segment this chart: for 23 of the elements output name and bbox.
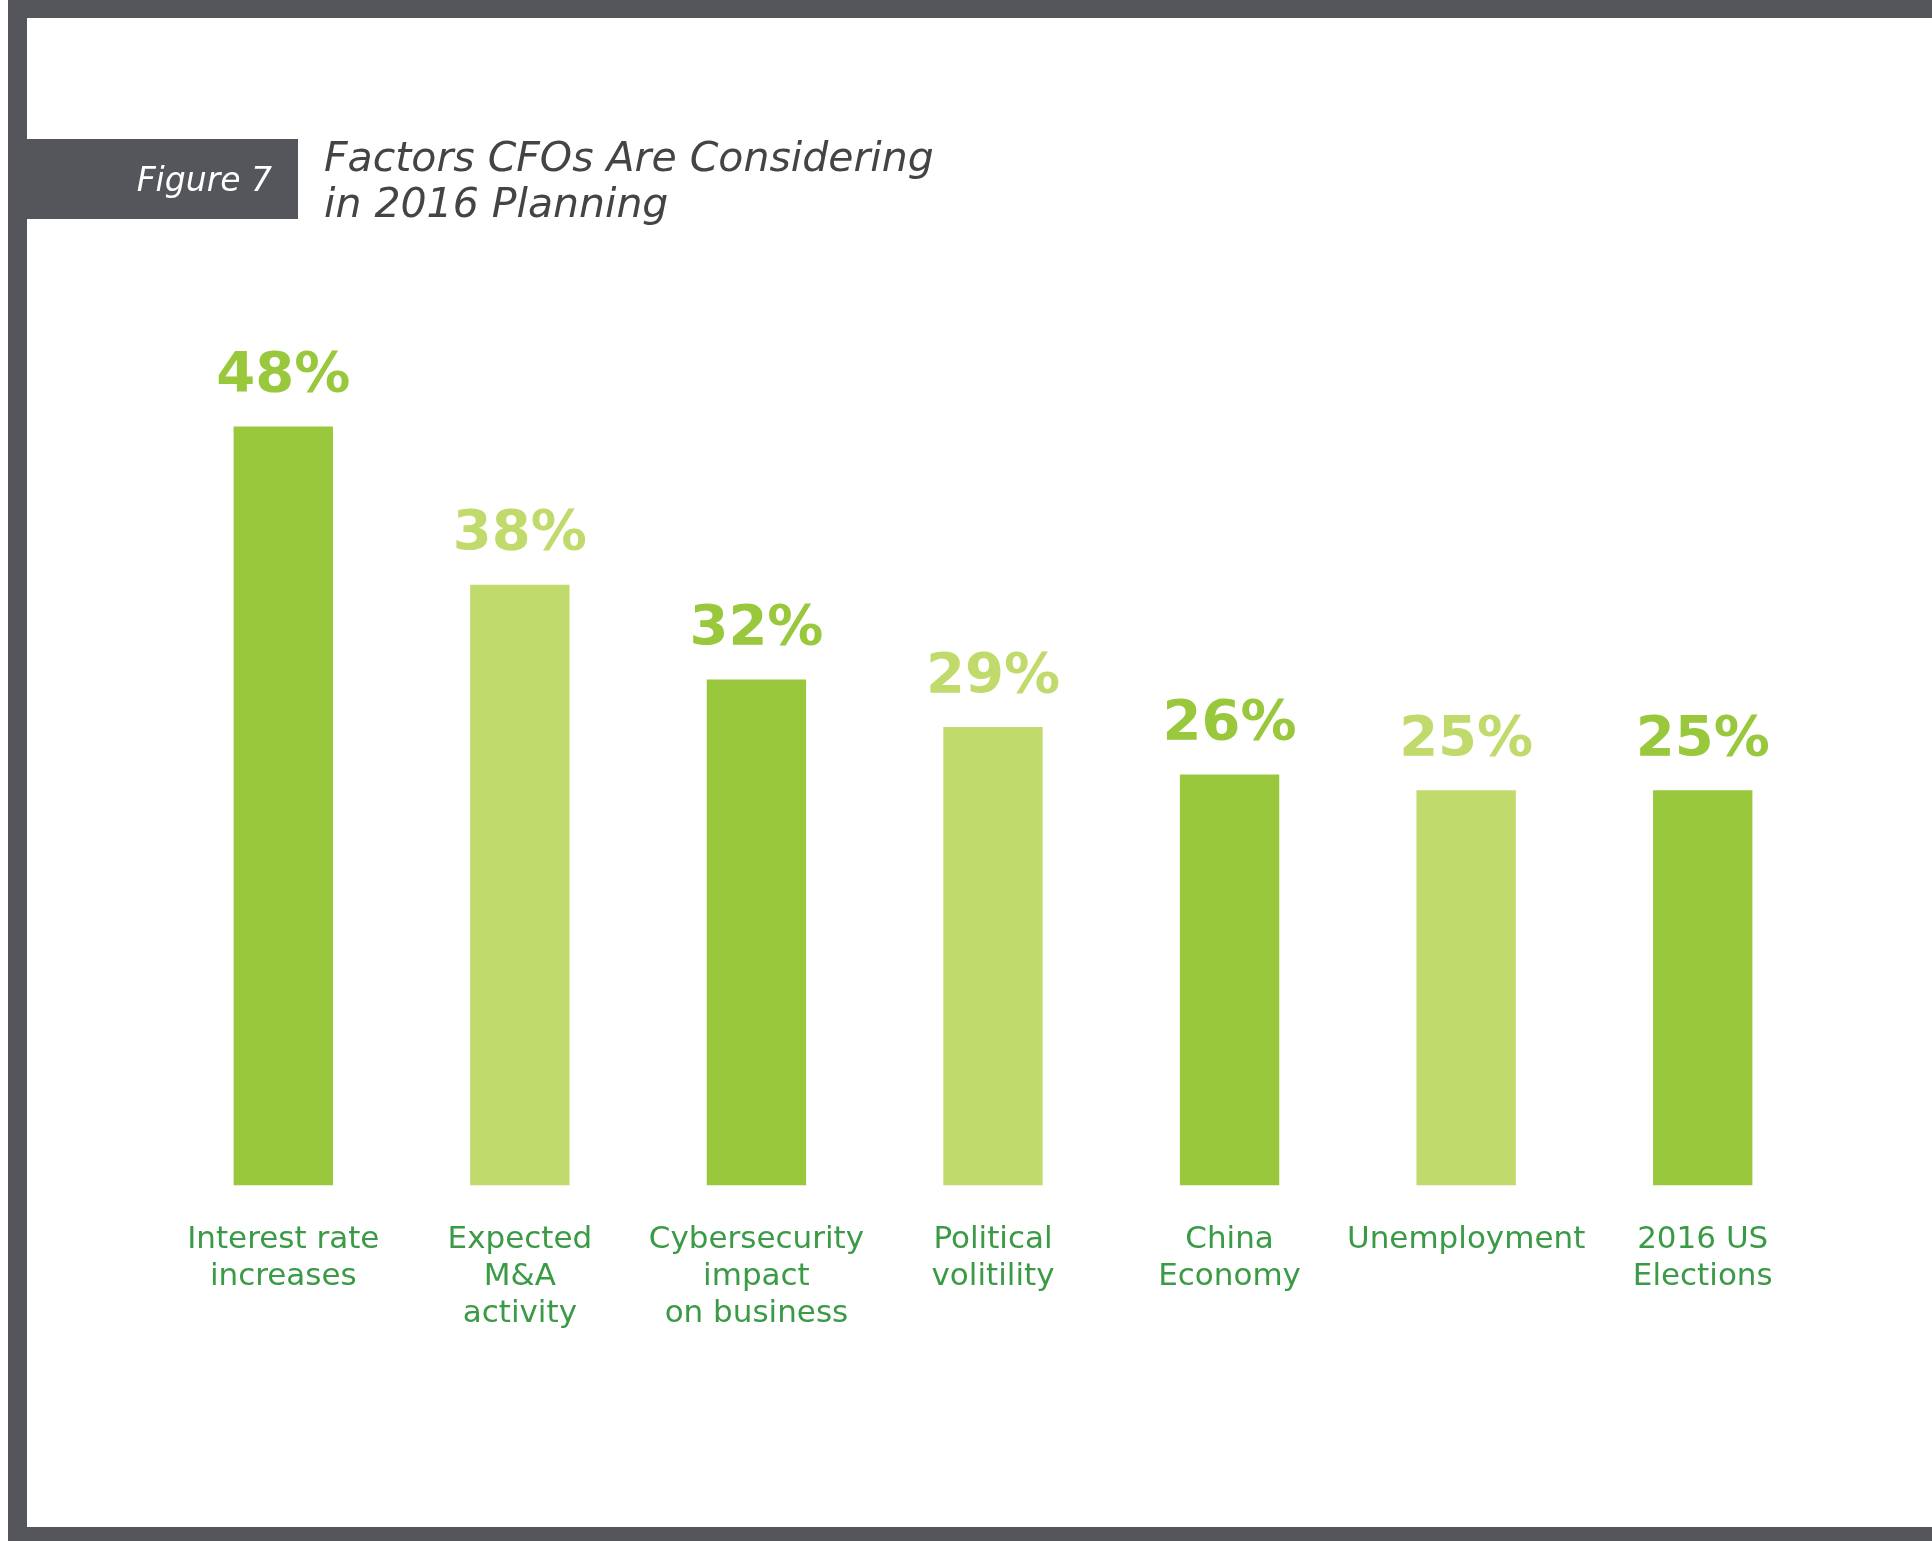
bar	[233, 426, 333, 1186]
x-tick-label: 2016 US Elections	[1632, 1219, 1773, 1293]
data-label: 38%	[452, 497, 587, 563]
data-label: 48%	[216, 339, 351, 405]
data-label: 25%	[1399, 702, 1534, 768]
x-tick-label: China Economy	[1158, 1219, 1301, 1293]
x-tick-label: Interest rate increases	[187, 1219, 380, 1293]
data-label: 25%	[1635, 702, 1770, 768]
x-tick-label: Expected M&A activity	[447, 1219, 593, 1330]
caption: Figure 7	[27, 139, 298, 219]
bar	[1179, 774, 1280, 1186]
data-label: 32%	[689, 592, 824, 658]
bar	[706, 679, 807, 1186]
bar	[1653, 790, 1753, 1186]
data-label: 26%	[1162, 686, 1297, 752]
x-tick-label: Unemployment	[1346, 1219, 1586, 1256]
data-label: 29%	[925, 639, 1061, 705]
bar	[943, 726, 1043, 1186]
bar	[1416, 790, 1516, 1186]
chart-title: Factors CFOs Are Considering in 2016 Planning	[324, 133, 935, 227]
x-tick-label: Political volitility	[931, 1219, 1055, 1293]
x-tick-label: Cybersecurity impact on business	[648, 1219, 865, 1330]
bar	[470, 584, 570, 1186]
